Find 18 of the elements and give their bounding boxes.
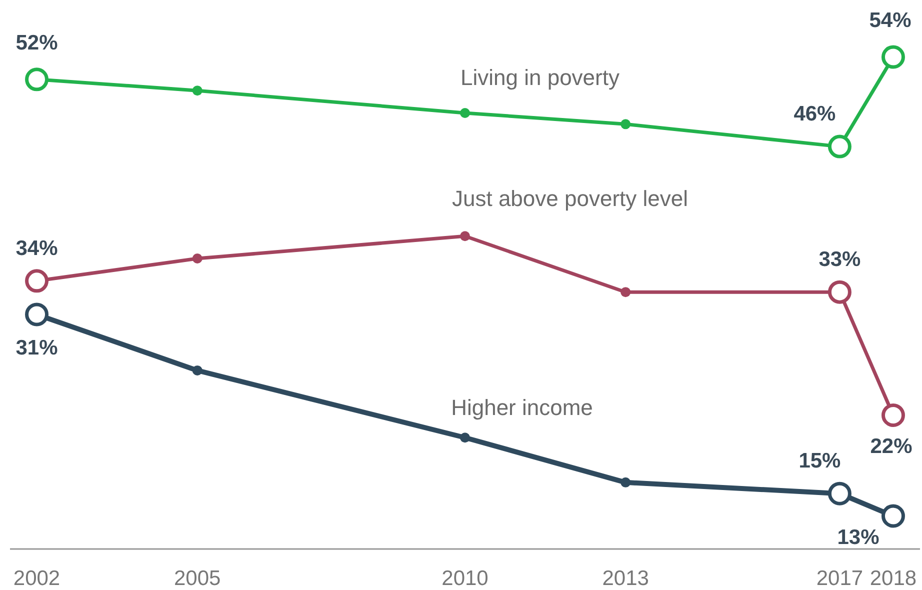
data-label: 22% [870,435,913,458]
series-label: Just above poverty level [452,186,688,211]
data-label: 31% [16,336,58,360]
data-label: 54% [869,9,912,32]
data-label: 46% [794,102,836,126]
x-tick-label: 2002 [13,567,60,590]
series-label: Higher income [451,395,593,420]
x-tick-label: 2018 [870,567,917,590]
data-label: 33% [818,248,862,272]
x-tick-label: 2017 [816,567,864,590]
data-label: 52% [16,31,58,54]
series-label: Living in poverty [460,65,620,90]
x-tick-label: 2013 [602,567,649,590]
data-label: 15% [798,450,842,473]
x-tick-label: 2005 [174,567,221,590]
data-label: 13% [837,526,880,549]
data-label: 34% [16,236,58,260]
x-tick-label: 2010 [442,567,488,590]
